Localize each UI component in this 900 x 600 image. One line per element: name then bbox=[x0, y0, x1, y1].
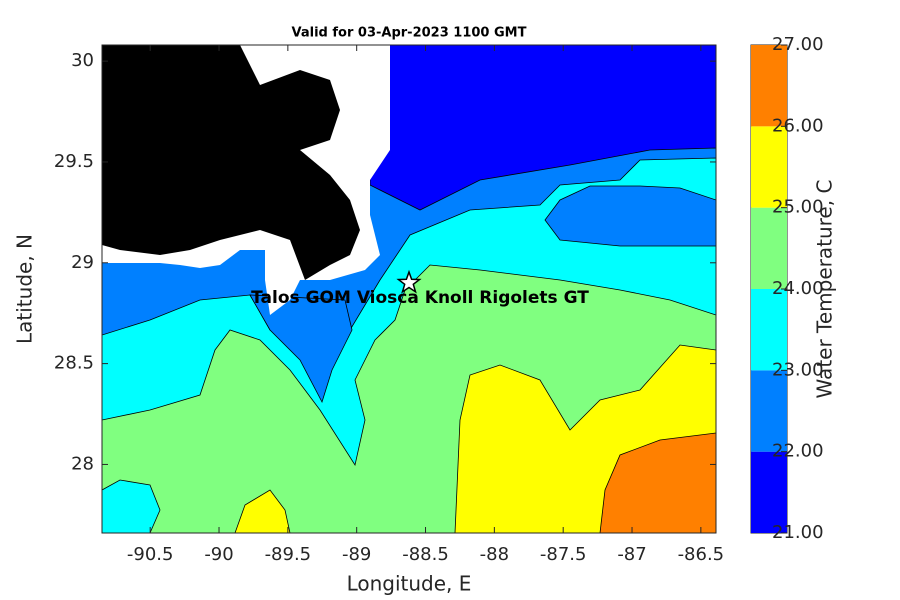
land bbox=[102, 45, 360, 280]
colorbar-tick-label: 23.00 bbox=[772, 359, 824, 380]
colorbar-tick-label: 27.00 bbox=[772, 34, 824, 55]
x-tick-label: -90.5 bbox=[127, 544, 174, 565]
colorbar-tick-label: 24.00 bbox=[772, 278, 824, 299]
y-tick-label: 30 bbox=[71, 50, 94, 71]
y-tick-label: 28.5 bbox=[54, 353, 94, 374]
colorbar-segment bbox=[751, 370, 787, 452]
y-tick-label: 28 bbox=[71, 453, 94, 474]
colorbar-segment bbox=[751, 126, 787, 208]
station-marker bbox=[396, 269, 422, 294]
x-tick-label: -86.5 bbox=[678, 544, 725, 565]
contour-map bbox=[102, 45, 716, 533]
colorbar-segment bbox=[751, 451, 787, 533]
x-axis-label: Longitude, E bbox=[347, 572, 472, 596]
x-tick-label: -89 bbox=[342, 544, 371, 565]
y-axis-label: Latitude, N bbox=[13, 234, 37, 344]
contour-region bbox=[249, 294, 353, 404]
colorbar-segment bbox=[751, 289, 787, 371]
colorbar-segment bbox=[751, 45, 787, 127]
contour-region bbox=[102, 479, 161, 533]
y-tick-label: 29 bbox=[71, 252, 94, 273]
station-label: Talos GOM Viosca Knoll Rigolets GT bbox=[251, 288, 589, 308]
x-tick-label: -90 bbox=[204, 544, 233, 565]
contour-region bbox=[234, 489, 291, 533]
title: Valid for 03-Apr-2023 1100 GMT bbox=[292, 26, 527, 41]
colorbar-tick-label: 25.00 bbox=[772, 197, 824, 218]
plot-frame bbox=[101, 44, 717, 534]
x-tick-label: -88 bbox=[480, 544, 509, 565]
contour-region bbox=[599, 432, 716, 533]
y-tick-label: 29.5 bbox=[54, 151, 94, 172]
colorbar-label: Water Temperature, C bbox=[813, 180, 837, 399]
x-tick-label: -88.5 bbox=[402, 544, 449, 565]
x-tick-label: -89.5 bbox=[265, 544, 312, 565]
x-tick-label: -87 bbox=[617, 544, 646, 565]
x-tick-label: -87.5 bbox=[540, 544, 587, 565]
colorbar-tick-label: 22.00 bbox=[772, 441, 824, 462]
colorbar-segment bbox=[751, 207, 787, 289]
colorbar-tick-label: 21.00 bbox=[772, 522, 824, 543]
colorbar-tick-label: 26.00 bbox=[772, 115, 824, 136]
